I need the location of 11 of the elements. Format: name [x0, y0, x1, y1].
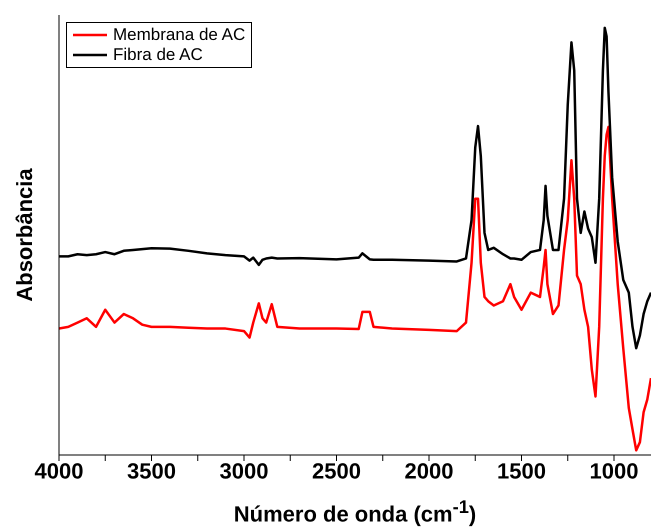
- legend-label: Fibra de AC: [113, 45, 203, 65]
- x-tick-label: 3500: [127, 458, 176, 484]
- x-tick-label: 3000: [220, 458, 268, 484]
- x-axis-title: Número de onda (cm$^{-1}$): [232, 496, 478, 528]
- x-tick-label: 4000: [34, 458, 84, 484]
- x-tick-label: 1500: [497, 458, 546, 484]
- legend-label: Membrana de AC: [113, 25, 246, 45]
- x-tick-label: 2500: [312, 458, 361, 484]
- x-tick-label: 1000: [590, 458, 638, 484]
- x-tick-label: 2000: [404, 458, 454, 484]
- y-axis-title: Absorbância: [12, 168, 37, 302]
